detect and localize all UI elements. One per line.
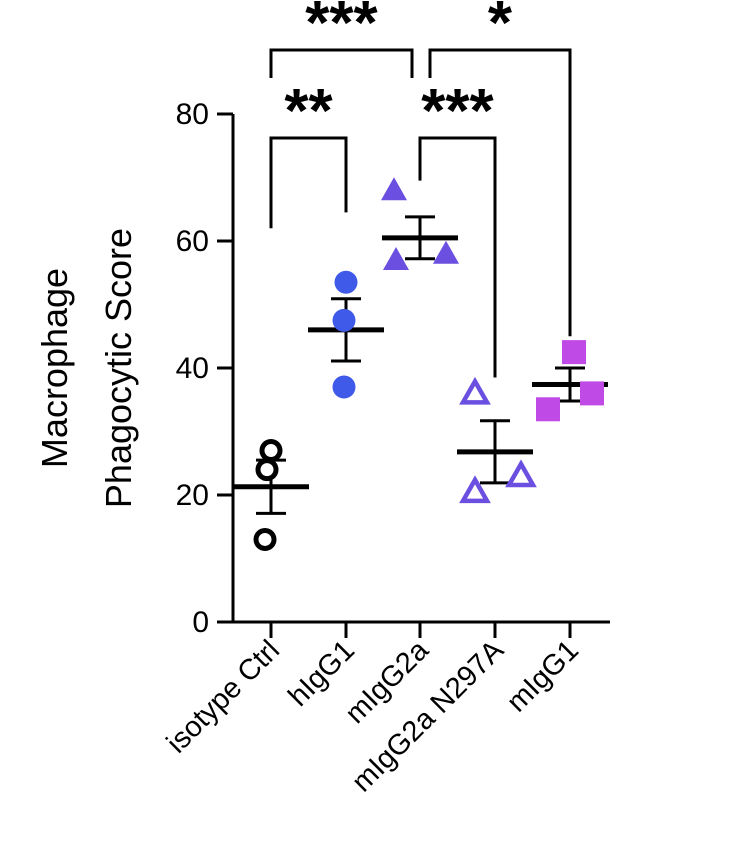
y-tick-label: 40 (176, 352, 209, 385)
data-point (433, 240, 459, 264)
data-point (255, 458, 279, 482)
group-migg2a-n297a (457, 376, 537, 504)
group-higg1 (308, 270, 384, 399)
y-axis-label-line2: Phagocytic Score (98, 228, 139, 508)
y-tick-label: 60 (176, 225, 209, 258)
group-migg2a (381, 177, 459, 271)
y-tick-label: 80 (176, 98, 209, 131)
y-tick-label: 20 (176, 479, 209, 512)
data-point (459, 475, 491, 504)
data-point (334, 270, 358, 294)
group-migg1 (532, 340, 608, 422)
significance-label: ** (284, 77, 333, 146)
x-tick-label: isotype Ctrl (161, 634, 286, 759)
data-groups (233, 177, 608, 551)
data-point (383, 247, 409, 271)
significance-bracket (269, 48, 414, 78)
significance-bracket (269, 136, 348, 229)
data-point (536, 397, 560, 422)
data-point (505, 459, 537, 488)
significance-brackets: ** ****** * (269, 0, 572, 378)
significance-bracket (428, 48, 572, 337)
data-point (580, 381, 604, 406)
data-point (253, 527, 277, 551)
y-axis-label-line1: Macrophage (34, 268, 75, 468)
x-tick-label: mIgG1 (501, 634, 585, 718)
significance-label: * (488, 0, 513, 58)
axes (231, 114, 610, 624)
data-point (459, 376, 491, 405)
data-point (332, 308, 356, 332)
data-point (381, 177, 407, 201)
significance-label: *** (305, 0, 378, 58)
data-point (332, 375, 356, 399)
y-tick-label: 0 (192, 606, 209, 639)
significance-label: *** (421, 77, 494, 146)
data-point (259, 439, 283, 463)
significance-bracket (418, 136, 497, 378)
group-isotype-ctrl (233, 439, 309, 551)
data-point (562, 340, 586, 365)
y-ticks: 0 20 40 60 80 (176, 98, 233, 639)
